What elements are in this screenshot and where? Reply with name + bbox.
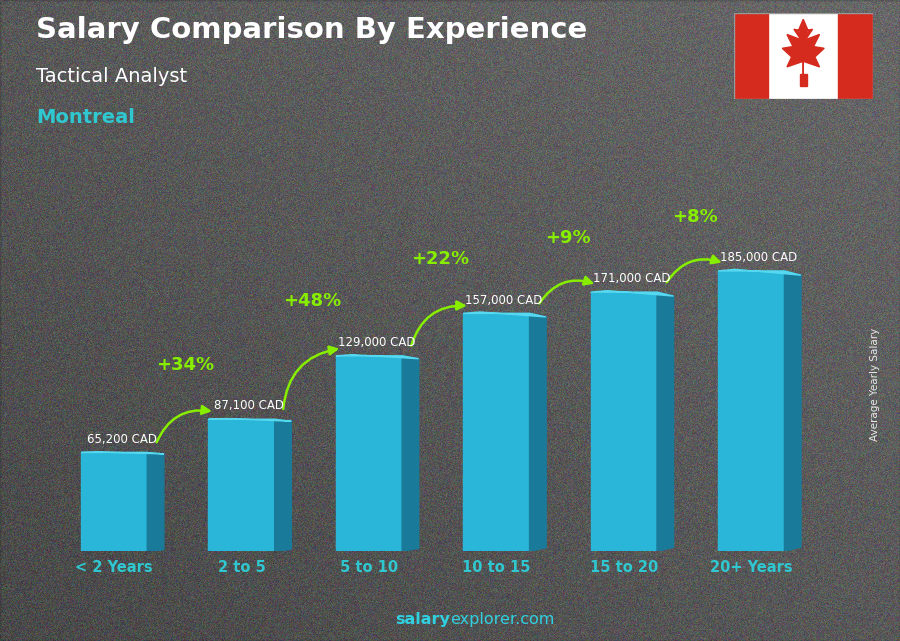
Text: Average Yearly Salary: Average Yearly Salary bbox=[870, 328, 880, 441]
Text: 185,000 CAD: 185,000 CAD bbox=[720, 251, 797, 264]
Polygon shape bbox=[148, 453, 164, 551]
Text: Montreal: Montreal bbox=[36, 108, 135, 127]
Text: Salary Comparison By Experience: Salary Comparison By Experience bbox=[36, 16, 587, 44]
Polygon shape bbox=[785, 271, 801, 551]
Polygon shape bbox=[799, 74, 807, 87]
Text: 65,200 CAD: 65,200 CAD bbox=[86, 433, 157, 445]
Text: +8%: +8% bbox=[672, 208, 718, 226]
Text: Tactical Analyst: Tactical Analyst bbox=[36, 67, 187, 87]
Polygon shape bbox=[402, 356, 418, 551]
Polygon shape bbox=[718, 269, 801, 275]
Text: +48%: +48% bbox=[284, 292, 342, 310]
Polygon shape bbox=[782, 19, 824, 74]
Text: +9%: +9% bbox=[544, 229, 590, 247]
Polygon shape bbox=[274, 419, 292, 551]
Polygon shape bbox=[336, 354, 418, 359]
Text: explorer.com: explorer.com bbox=[450, 612, 554, 627]
Polygon shape bbox=[464, 312, 546, 317]
Polygon shape bbox=[209, 419, 292, 421]
Polygon shape bbox=[590, 290, 673, 296]
Text: +34%: +34% bbox=[156, 356, 214, 374]
Polygon shape bbox=[464, 313, 529, 551]
Polygon shape bbox=[590, 292, 657, 551]
Polygon shape bbox=[81, 453, 148, 551]
Text: 171,000 CAD: 171,000 CAD bbox=[593, 272, 670, 285]
Polygon shape bbox=[209, 419, 274, 551]
Polygon shape bbox=[81, 452, 164, 454]
Polygon shape bbox=[657, 292, 673, 551]
Text: +22%: +22% bbox=[411, 250, 469, 268]
Text: salary: salary bbox=[395, 612, 450, 627]
Text: 87,100 CAD: 87,100 CAD bbox=[214, 399, 284, 412]
Polygon shape bbox=[529, 313, 546, 551]
Polygon shape bbox=[718, 271, 785, 551]
Text: 157,000 CAD: 157,000 CAD bbox=[465, 294, 543, 306]
Text: 129,000 CAD: 129,000 CAD bbox=[338, 336, 416, 349]
Polygon shape bbox=[336, 356, 402, 551]
Bar bbox=[734, 13, 769, 99]
Bar bbox=[838, 13, 873, 99]
